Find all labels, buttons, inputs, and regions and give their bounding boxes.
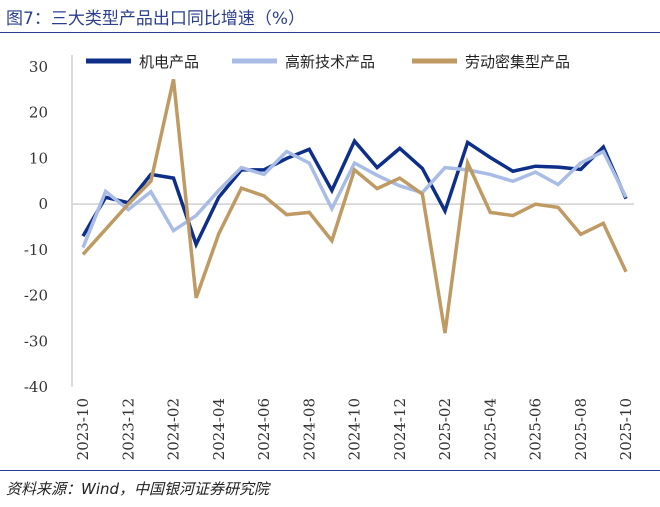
legend-label-0: 机电产品	[139, 53, 199, 71]
x-tick-label: 2024-12	[391, 398, 409, 460]
series-line-2	[81, 78, 628, 334]
bottom-divider	[0, 470, 660, 471]
y-tick-label: -20	[24, 287, 48, 305]
series-line-0	[81, 137, 628, 249]
y-tick-label: 20	[29, 104, 48, 122]
x-tick-label: 2025-08	[572, 398, 590, 460]
x-tick-label: 2025-04	[481, 398, 499, 460]
legend-label-2: 劳动密集型产品	[465, 53, 570, 71]
y-tick-label: -40	[24, 378, 48, 396]
x-tick-label: 2024-02	[165, 398, 183, 460]
y-tick-label: 0	[38, 195, 48, 213]
x-tick-label: 2024-06	[255, 398, 273, 460]
top-divider	[0, 32, 660, 33]
x-tick-label: 2025-02	[436, 398, 454, 460]
x-tick-label: 2024-04	[210, 398, 228, 460]
x-tick-label: 2024-10	[346, 398, 364, 460]
x-tick-label: 2025-10	[617, 398, 635, 460]
y-tick-label: 10	[29, 149, 48, 167]
legend-label-1: 高新技术产品	[285, 53, 375, 71]
x-tick-label: 2024-08	[300, 398, 318, 460]
y-tick-label: -10	[24, 241, 48, 259]
x-tick-label: 2025-06	[527, 398, 545, 460]
x-tick-label: 2023-10	[74, 398, 92, 460]
series-line-1	[81, 149, 628, 249]
line-chart: 30 20 10 0 -10 -20 -30 -40 2023-10 2023-12 2024-02…	[24, 53, 635, 460]
x-tick-label: 2023-12	[119, 398, 137, 460]
y-tick-label: 30	[29, 58, 48, 76]
y-tick-label: -30	[24, 332, 48, 350]
chart-title: 图7：三大类型产品出口同比增速（%）	[6, 9, 305, 29]
source-note: 资料来源：Wind，中国银河证券研究院	[6, 480, 270, 498]
